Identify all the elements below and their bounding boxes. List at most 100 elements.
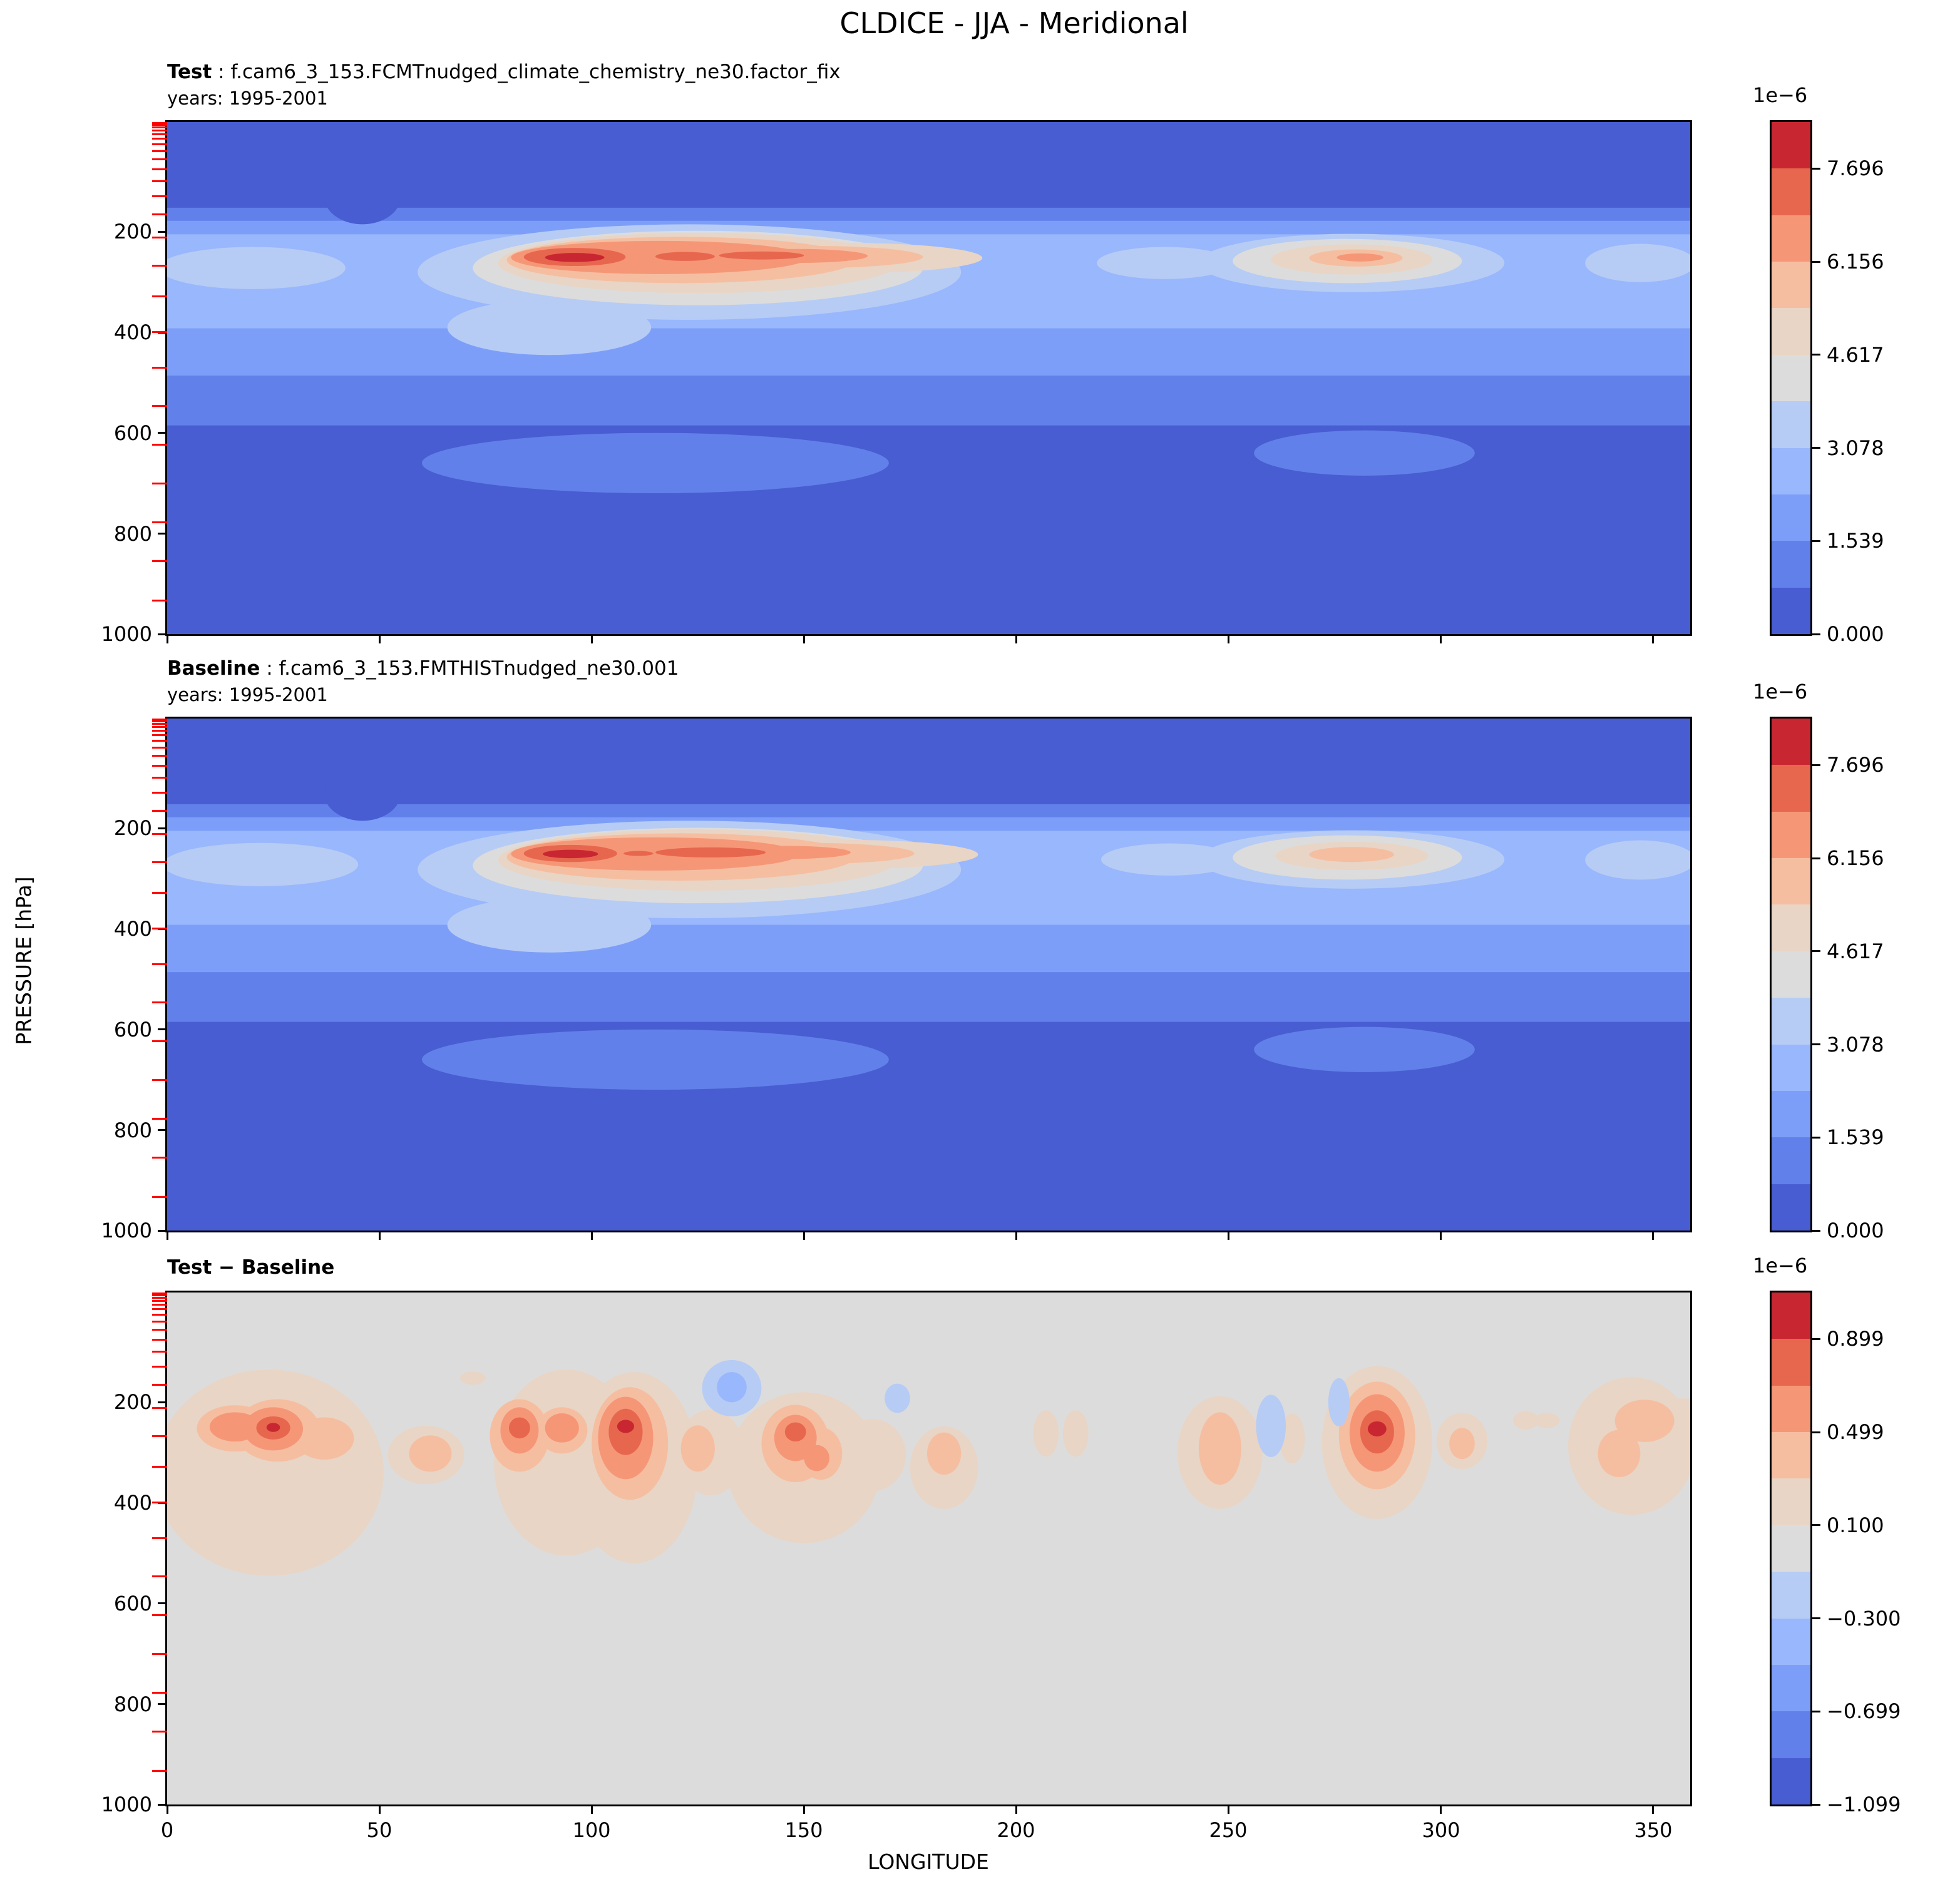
model-level-tick: [152, 213, 167, 215]
y-tick-label: 800: [113, 1118, 152, 1142]
colorbar-tick-label: 4.617: [1827, 343, 1884, 367]
colorbar-tick-mark: [1810, 1804, 1820, 1806]
model-level-tick: [152, 295, 167, 297]
model-level-tick: [152, 138, 167, 140]
model-level-tick: [152, 1157, 167, 1159]
model-level-tick: [152, 726, 167, 728]
model-level-tick: [152, 1653, 167, 1655]
model-level-tick: [152, 747, 167, 749]
x-tick-label: 250: [1209, 1818, 1248, 1842]
model-level-tick: [152, 1339, 167, 1341]
colorbar-segment: [1772, 904, 1810, 951]
panel-baseline-header-case: : f.cam6_3_153.FMTHISTnudged_ne30.001: [260, 657, 679, 680]
colorbar-tick-mark: [1810, 1617, 1820, 1619]
contour-field-test: [167, 122, 1690, 634]
y-tick-mark: [158, 231, 167, 233]
panel-diff-plot: [165, 1291, 1692, 1806]
colorbar-segment: [1772, 1618, 1810, 1665]
model-level-tick: [152, 1079, 167, 1081]
model-level-tick: [152, 1537, 167, 1539]
y-tick-label: 600: [113, 1592, 152, 1615]
colorbar-segment: [1772, 168, 1810, 215]
colorbar-tick-label: 6.156: [1827, 250, 1884, 274]
x-tick-mark: [591, 1231, 593, 1240]
colorbar-tick-label: 3.078: [1827, 1033, 1884, 1057]
model-level-tick: [152, 1001, 167, 1003]
model-level-tick: [152, 810, 167, 812]
colorbar-tick-label: 3.078: [1827, 436, 1884, 460]
colorbar-segment: [1772, 1184, 1810, 1231]
model-level-tick: [152, 1366, 167, 1368]
model-level-tick: [152, 1692, 167, 1694]
colorbar-segment: [1772, 858, 1810, 905]
x-axis-label: LONGITUDE: [868, 1850, 989, 1874]
y-tick-mark: [158, 533, 167, 535]
colorbar-tick-label: −0.699: [1827, 1699, 1901, 1723]
contour-field-diff: [167, 1292, 1690, 1804]
model-level-tick: [152, 405, 167, 407]
x-tick-mark: [1440, 1231, 1442, 1240]
model-level-tick: [152, 1294, 167, 1296]
x-tick-mark: [591, 634, 593, 643]
y-tick-label: 400: [113, 1491, 152, 1515]
y-tick-label: 600: [113, 421, 152, 445]
x-tick-label: 200: [997, 1818, 1035, 1842]
colorbar-tick-label: 6.156: [1827, 846, 1884, 870]
colorbar-segment: [1772, 1044, 1810, 1091]
y-tick-mark: [158, 1401, 167, 1403]
colorbar-baseline-offset: 1e−6: [1753, 680, 1808, 704]
colorbar-tick-mark: [1810, 1711, 1820, 1712]
x-tick-mark: [167, 1231, 168, 1240]
y-tick-label: 1000: [101, 622, 152, 646]
y-tick-mark: [158, 827, 167, 829]
model-level-tick: [152, 777, 167, 779]
x-tick-mark: [1015, 634, 1017, 643]
y-tick-label: 800: [113, 1692, 152, 1716]
model-level-tick: [152, 720, 167, 722]
colorbar-segment: [1772, 1664, 1810, 1712]
y-tick-mark: [158, 1703, 167, 1705]
panel-baseline-header-prefix: Baseline: [167, 657, 260, 680]
model-level-tick: [152, 1297, 167, 1299]
x-tick-mark: [1652, 634, 1654, 643]
y-tick-mark: [158, 1230, 167, 1232]
colorbar-tick-label: −0.300: [1827, 1607, 1901, 1630]
colorbar-test-offset: 1e−6: [1753, 83, 1808, 107]
x-tick-mark: [1440, 634, 1442, 643]
colorbar-tick-label: 0.100: [1827, 1513, 1884, 1537]
model-level-tick: [152, 560, 167, 562]
colorbar-tick-mark: [1810, 447, 1820, 449]
model-level-tick: [152, 195, 167, 197]
colorbar-diff-offset: 1e−6: [1753, 1254, 1808, 1277]
panel-test-years: years: 1995-2001: [167, 88, 328, 109]
colorbar-tick-mark: [1810, 354, 1820, 356]
colorbar-tick-label: 0.000: [1827, 1219, 1884, 1242]
colorbar-segment: [1772, 765, 1810, 812]
model-level-tick: [152, 1351, 167, 1353]
panel-baseline-header: Baseline : f.cam6_3_153.FMTHISTnudged_ne…: [167, 657, 679, 680]
figure-title: CLDICE - JJA - Meridional: [839, 6, 1189, 40]
colorbar-segment: [1772, 811, 1810, 859]
model-level-tick: [152, 734, 167, 736]
x-tick-label: 150: [784, 1818, 823, 1842]
x-tick-label: 300: [1422, 1818, 1460, 1842]
x-tick-mark: [167, 634, 168, 643]
panel-baseline-years: years: 1995-2001: [167, 684, 328, 705]
y-tick-mark: [158, 633, 167, 635]
model-level-tick: [152, 237, 167, 238]
y-tick-label: 200: [113, 220, 152, 243]
colorbar-segment: [1772, 494, 1810, 541]
colorbar-segment: [1772, 541, 1810, 588]
model-level-tick: [152, 122, 167, 124]
x-tick-mark: [379, 634, 381, 643]
y-tick-mark: [158, 1129, 167, 1131]
panel-test-header-case: : f.cam6_3_153.FCMTnudged_climate_chemis…: [212, 61, 841, 83]
model-level-tick: [152, 444, 167, 446]
model-level-tick: [152, 126, 167, 128]
model-level-tick: [152, 861, 167, 863]
colorbar-tick-mark: [1810, 857, 1820, 859]
colorbar-tick-label: −1.099: [1827, 1793, 1901, 1816]
model-level-tick: [152, 1466, 167, 1468]
colorbar-segment: [1772, 1711, 1810, 1758]
model-level-tick: [152, 730, 167, 732]
